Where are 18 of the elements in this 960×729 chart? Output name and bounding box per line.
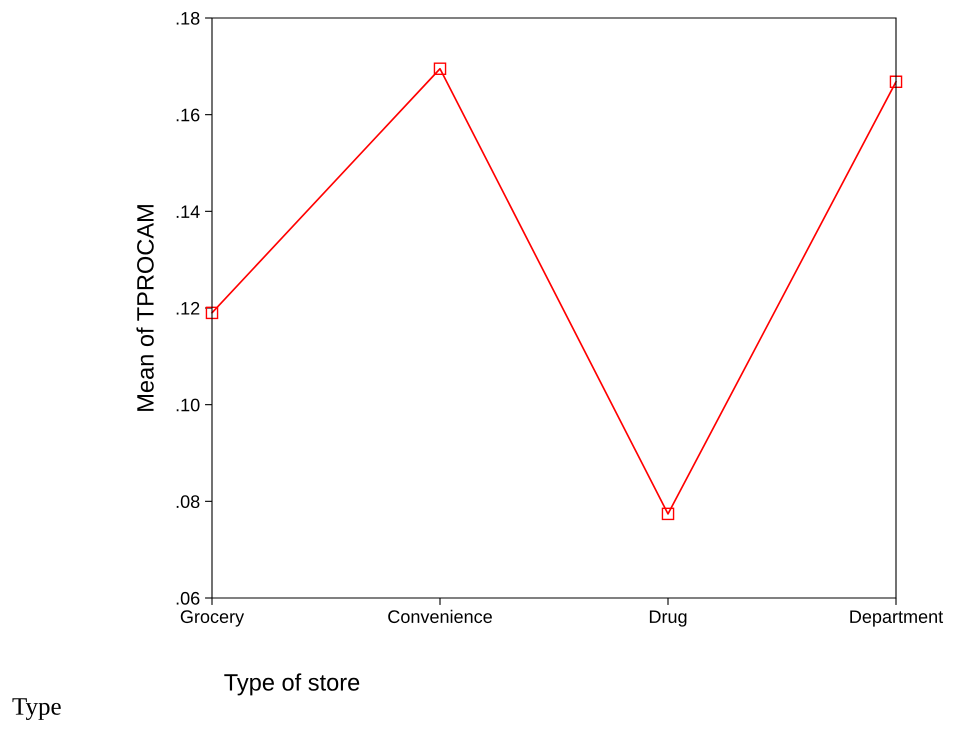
x-tick-label: Drug	[650, 610, 686, 627]
y-tick-label: .18	[176, 12, 200, 25]
x-axis-title: Type of store	[224, 673, 360, 696]
y-axis-title: Mean of TPROCAM	[136, 205, 154, 411]
x-tick-label: Grocery	[180, 610, 244, 627]
y-tick-label: .08	[176, 495, 200, 508]
point	[662, 508, 674, 520]
text: Type	[12, 698, 61, 720]
x-tick-label: Department	[850, 610, 944, 627]
point	[206, 306, 218, 320]
y-tick-label: .14	[176, 205, 200, 218]
point	[890, 76, 902, 88]
y-tick-label: .10	[176, 398, 200, 412]
y-tick-label: .16	[176, 108, 200, 122]
point	[434, 62, 446, 75]
y-tick-label: .12	[176, 302, 200, 315]
x-tick-label: Convenience	[388, 610, 492, 624]
y-tick-label: .06	[176, 592, 200, 605]
